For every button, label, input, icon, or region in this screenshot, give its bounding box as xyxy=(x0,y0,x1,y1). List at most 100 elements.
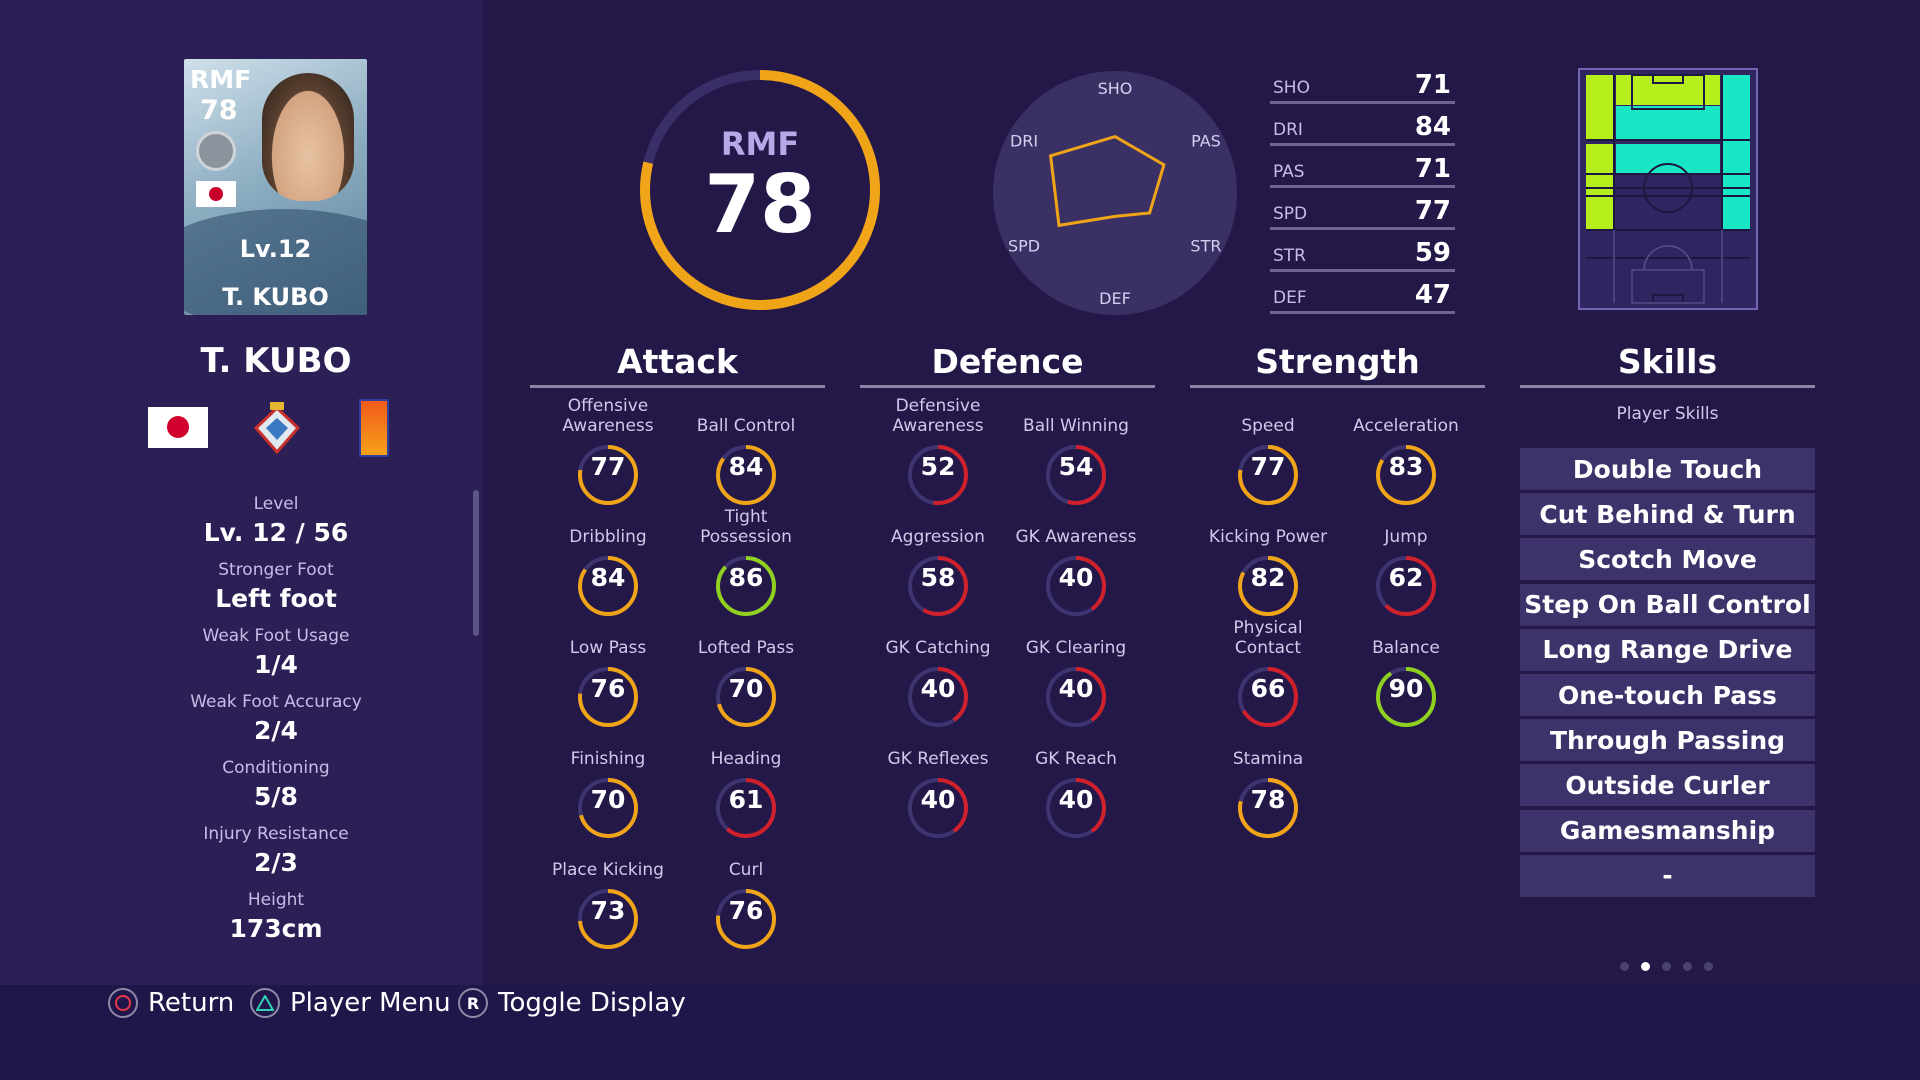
overall-ring xyxy=(640,70,880,310)
stat-ring xyxy=(908,556,968,616)
stat-ring xyxy=(578,778,638,838)
stat-label: Balance xyxy=(1372,638,1440,658)
stat-label: Defensive Awareness xyxy=(892,396,984,436)
info-value: 5/8 xyxy=(254,782,298,811)
skill-item[interactable]: Long Range Drive xyxy=(1520,628,1815,671)
stat-ring xyxy=(1238,556,1298,616)
player-name: T. KUBO xyxy=(200,341,352,381)
stat-ring xyxy=(578,889,638,949)
stat-defence: GK Clearing 40 xyxy=(1011,618,1141,730)
stat-value: 76 xyxy=(590,674,626,703)
stat-attack: Heading 61 xyxy=(681,729,811,841)
return-button[interactable]: Return xyxy=(108,988,234,1018)
stat-attack: Place Kicking 73 xyxy=(543,840,673,952)
nationality-flag-icon xyxy=(148,407,208,448)
stat-value: 78 xyxy=(1250,785,1286,814)
stat-value: 84 xyxy=(728,452,764,481)
stat-ring xyxy=(1046,778,1106,838)
skill-item[interactable]: Step On Ball Control xyxy=(1520,583,1815,626)
stat-ring xyxy=(716,445,776,505)
stat-label: Place Kicking xyxy=(552,860,664,880)
card-name: T. KUBO xyxy=(222,283,329,311)
toggle-display-button[interactable]: R Toggle Display xyxy=(458,988,686,1018)
hex-stat-key: DEF xyxy=(1273,288,1307,308)
stat-strength: Kicking Power 82 xyxy=(1203,507,1333,619)
defence-title: Defence xyxy=(931,342,1084,381)
stat-ring xyxy=(908,667,968,727)
skill-item[interactable]: Gamesmanship xyxy=(1520,809,1815,852)
stat-label: Ball Winning xyxy=(1023,416,1129,436)
info-value: 2/4 xyxy=(254,716,298,745)
stat-ring xyxy=(1376,556,1436,616)
info-label: Stronger Foot xyxy=(218,560,334,580)
shield-badge-icon xyxy=(196,131,236,171)
card-overall: 78 xyxy=(200,95,238,126)
skill-item[interactable]: - xyxy=(1520,854,1815,897)
hex-stat-key: DRI xyxy=(1273,120,1303,140)
card-position: RMF xyxy=(190,65,252,94)
hex-stat-underline xyxy=(1270,101,1455,104)
stat-ring xyxy=(908,445,968,505)
hex-stat-key: SHO xyxy=(1273,78,1310,98)
stat-label: Curl xyxy=(728,860,764,880)
hex-stat-key: PAS xyxy=(1273,162,1305,182)
return-label: Return xyxy=(148,988,235,1018)
attack-underline xyxy=(530,385,825,388)
page-dot[interactable] xyxy=(1662,962,1671,971)
stat-value: 77 xyxy=(590,452,626,481)
page-dot[interactable] xyxy=(1620,962,1629,971)
stat-strength: Stamina 78 xyxy=(1203,729,1333,841)
skill-item[interactable]: Through Passing xyxy=(1520,719,1815,762)
hex-stat-row: SPD 77 xyxy=(1270,192,1455,232)
hex-stat-row: SHO 71 xyxy=(1270,66,1455,106)
stat-attack: Offensive Awareness 77 xyxy=(543,396,673,508)
stat-value: 40 xyxy=(1058,674,1094,703)
stat-value: 40 xyxy=(920,785,956,814)
circle-button-icon xyxy=(108,988,138,1018)
radar-polygon xyxy=(1048,134,1166,228)
card-level: Lv.12 xyxy=(239,235,312,263)
info-label: Injury Resistance xyxy=(203,824,349,844)
stat-defence: Defensive Awareness 52 xyxy=(873,396,1003,508)
player-menu-button[interactable]: Player Menu xyxy=(250,988,451,1018)
stat-value: 52 xyxy=(920,452,956,481)
stat-attack: Low Pass 76 xyxy=(543,618,673,730)
skill-item[interactable]: Cut Behind & Turn xyxy=(1520,493,1815,536)
stat-ring xyxy=(1046,667,1106,727)
stat-label: Kicking Power xyxy=(1208,527,1328,547)
skill-item[interactable]: Scotch Move xyxy=(1520,538,1815,581)
stat-value: 40 xyxy=(920,674,956,703)
info-label: Weak Foot Accuracy xyxy=(190,692,362,712)
stat-value: 76 xyxy=(728,896,764,925)
stat-value: 40 xyxy=(1058,563,1094,592)
stat-label: Finishing xyxy=(570,749,646,769)
stat-ring xyxy=(1238,667,1298,727)
stat-ring xyxy=(1238,778,1298,838)
stat-ring xyxy=(716,556,776,616)
stat-ring xyxy=(578,667,638,727)
page-dot[interactable] xyxy=(1683,962,1692,971)
hex-stat-value: 71 xyxy=(1414,70,1451,100)
stat-value: 54 xyxy=(1058,452,1094,481)
info-value: 173cm xyxy=(229,914,323,943)
info-label: Height xyxy=(247,890,305,910)
club-crest-icon xyxy=(253,402,301,455)
japan-flag-icon xyxy=(196,181,236,207)
hex-stat-value: 59 xyxy=(1414,238,1451,268)
skill-item[interactable]: One-touch Pass xyxy=(1520,674,1815,716)
stat-strength: Speed 77 xyxy=(1203,396,1333,508)
page-dot-active[interactable] xyxy=(1641,962,1650,971)
skill-item[interactable]: Outside Curler xyxy=(1520,764,1815,807)
skill-item[interactable]: Double Touch xyxy=(1520,448,1815,490)
stat-strength: Acceleration 83 xyxy=(1341,396,1471,508)
player-portrait xyxy=(262,73,354,201)
stat-attack: Ball Control 84 xyxy=(681,396,811,508)
stat-attack: Finishing 70 xyxy=(543,729,673,841)
page-dot[interactable] xyxy=(1704,962,1713,971)
stat-label: Dribbling xyxy=(569,527,647,547)
stat-value: 58 xyxy=(920,563,956,592)
scrollbar[interactable] xyxy=(473,490,479,636)
strength-title: Strength xyxy=(1255,342,1420,381)
radar-label: DEF xyxy=(1099,289,1131,308)
radar-chart: SHO PAS STR DEF SPD DRI xyxy=(993,71,1237,315)
